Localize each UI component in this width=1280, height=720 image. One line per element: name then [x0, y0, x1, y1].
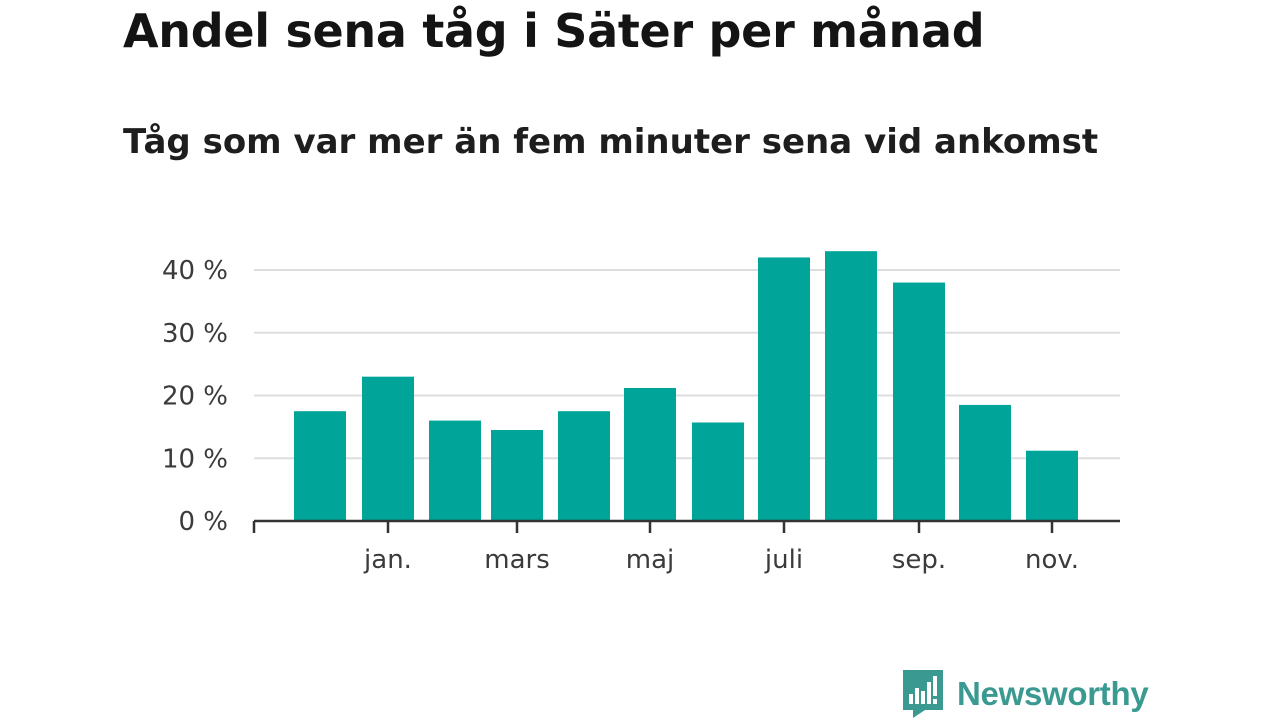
x-tick-label: sep. — [892, 545, 946, 575]
y-tick-label: 0 % — [178, 507, 228, 537]
bar-nov — [1026, 450, 1078, 521]
bar-apr — [558, 411, 610, 521]
x-tick-label: jan. — [363, 545, 412, 575]
y-tick-label: 40 % — [162, 256, 228, 286]
bar-mars — [491, 430, 543, 521]
bar-sep — [893, 282, 945, 521]
brand-logo[interactable]: Newsworthy — [903, 670, 1149, 718]
bar-dec — [294, 411, 346, 521]
x-tick-label: nov. — [1025, 545, 1079, 575]
bar-juni — [692, 422, 744, 521]
x-tick-label: mars — [484, 545, 550, 575]
bar-aug — [825, 251, 877, 522]
bar-jan — [362, 376, 414, 521]
y-tick-label: 10 % — [162, 444, 228, 474]
brand-name: Newsworthy — [957, 675, 1149, 712]
x-tick-label: maj — [626, 545, 674, 575]
bar-okt — [959, 404, 1011, 521]
chart-title: Andel sena tåg i Säter per månad — [123, 4, 985, 58]
y-tick-label: 20 % — [162, 382, 228, 412]
newsworthy-logo-icon — [903, 670, 943, 718]
bar-juli — [758, 257, 810, 521]
bar-maj — [624, 387, 676, 521]
chart-subtitle: Tåg som var mer än fem minuter sena vid … — [123, 122, 1099, 162]
bar-chart: 0 % 10 % 20 % 30 % 40 % jan. mars maj juli sep. no… — [162, 251, 1120, 575]
y-tick-label: 30 % — [162, 319, 228, 349]
bar-feb — [429, 420, 481, 521]
x-tick-label: juli — [764, 545, 803, 575]
